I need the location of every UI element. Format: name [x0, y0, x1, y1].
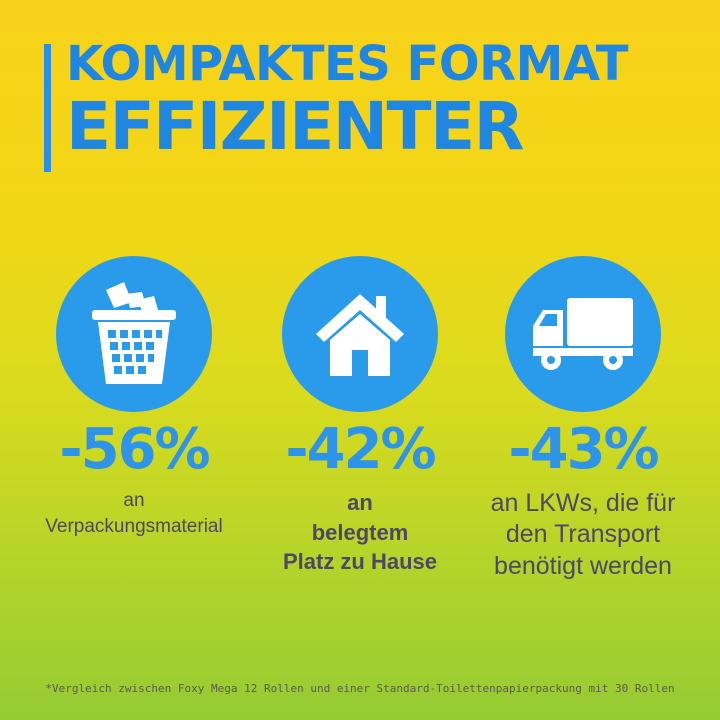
house-icon [316, 294, 404, 376]
stat-trucks: -43% an LKWs, die für den Transport benö… [463, 256, 703, 582]
headline: KOMPAKTES FORMAT EFFIZIENTER [66, 36, 629, 165]
stat-description: an belegtem Platz zu Hause [240, 488, 480, 577]
stat-description: an Verpackungsmaterial [14, 488, 254, 539]
stat-space: -42% an belegtem Platz zu Hause [240, 256, 480, 577]
footnote: *Vergleich zwischen Foxy Mega 12 Rollen … [45, 682, 675, 695]
wastebasket-icon [92, 282, 176, 384]
stat-description: an LKWs, die für den Transport benötigt … [463, 488, 703, 582]
headline-accent-bar [44, 44, 51, 172]
stat-value: -43% [508, 417, 659, 482]
stat-description-line: an LKWs, die für [490, 489, 676, 517]
stat-description-line: Verpackungsmaterial [45, 515, 223, 537]
headline-line-2: EFFIZIENTER [66, 88, 524, 165]
stat-description-line: an [123, 490, 145, 511]
stat-description-line: benötigt werden [494, 551, 672, 580]
icon-circle [282, 256, 438, 412]
stat-value: -42% [285, 417, 436, 482]
stat-value: -56% [59, 417, 210, 482]
stat-description-line: den Transport [505, 520, 661, 549]
headline-line-1: KOMPAKTES FORMAT [66, 36, 629, 92]
truck-icon [533, 298, 633, 370]
stat-packaging: -56% an Verpackungsmaterial [14, 256, 254, 539]
icon-circle [505, 256, 661, 412]
stat-description-line: an [347, 490, 373, 515]
stat-description-line: belegtem [311, 519, 409, 545]
stat-description-line: Platz zu Hause [282, 549, 438, 575]
icon-circle [56, 256, 212, 412]
